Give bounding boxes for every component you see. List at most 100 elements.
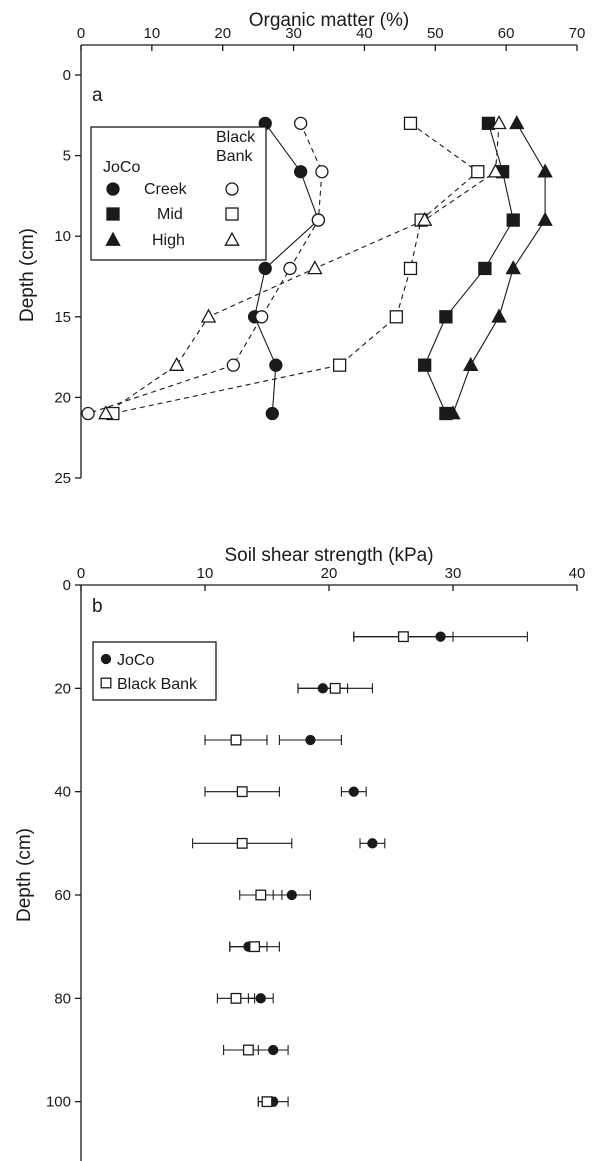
panel-b-x-tick-label: 40 <box>569 565 586 582</box>
data-point-black-bank <box>397 631 409 643</box>
data-point-joco-creek <box>265 406 279 421</box>
legend-marker-joco-mid <box>106 207 120 221</box>
panel-b-y-tick-label: 0 <box>63 577 71 594</box>
panel-a-legend-markers <box>105 182 240 246</box>
panel-a-x-tick-label: 40 <box>356 25 373 42</box>
panel-b-axes: 0 10 20 30 40 0 20 40 60 80 100 <box>46 565 585 1161</box>
data-point-black-bank-creek <box>283 261 297 276</box>
data-point-joco-mid <box>478 261 492 276</box>
data-point-joco-creek <box>294 165 308 179</box>
data-point-black-bank <box>236 837 248 849</box>
legend-label-creek: Creek <box>144 181 188 198</box>
panel-b-x-axis-title: Soil shear strength (kPa) <box>224 545 433 566</box>
panel-b-letter: b <box>92 596 103 617</box>
panel-b-shear-strength: Soil shear strength (kPa) Depth (cm) b 0… <box>14 545 585 1161</box>
panel-a-x-tick-label: 50 <box>427 25 444 42</box>
panel-b-x-tick-label: 10 <box>197 565 214 582</box>
data-point-joco-high <box>463 356 479 371</box>
panel-b-y-axis-title: Depth (cm) <box>14 828 35 922</box>
panel-a-y-tick-label: 25 <box>54 470 71 487</box>
legend-marker-black-bank-high <box>224 231 240 246</box>
data-point-black-bank-mid <box>389 310 403 324</box>
data-point-joco <box>348 786 359 797</box>
data-point-black-bank-mid <box>403 116 418 131</box>
legend-label-black-bank: Black Bank <box>117 676 198 693</box>
data-point-black-bank-high <box>491 115 507 130</box>
legend-label-mid: Mid <box>157 206 183 223</box>
panel-b-x-tick-label: 20 <box>321 565 338 582</box>
panel-b-legend: JoCo Black Bank <box>92 641 217 701</box>
panel-a-x-tick-label: 60 <box>498 25 515 42</box>
data-point-black-bank-high <box>168 356 185 371</box>
panel-b-y-tick-label: 20 <box>54 680 71 697</box>
panel-b-x-tick-label: 30 <box>445 565 462 582</box>
data-point-black-bank-creek <box>311 213 326 227</box>
data-point-joco-creek <box>258 261 272 276</box>
data-point-black-bank-mid <box>403 261 418 276</box>
data-point-joco-high <box>491 308 507 323</box>
legend-marker-black-bank <box>100 677 112 689</box>
data-point-black-bank-high <box>98 405 114 420</box>
data-point-black-bank-high <box>487 163 504 178</box>
legend-header-bank: Bank <box>216 148 253 165</box>
data-point-black-bank-high <box>200 308 217 323</box>
data-point-joco-high <box>505 260 521 275</box>
data-point-black-bank <box>230 992 242 1004</box>
data-point-black-bank-creek <box>315 165 329 179</box>
panel-b-legend-markers <box>100 653 112 689</box>
data-point-joco <box>317 683 328 694</box>
data-point-joco <box>435 631 446 642</box>
data-point-joco <box>286 889 297 901</box>
data-point-black-bank-mid <box>471 165 485 179</box>
data-point-black-bank-creek <box>81 406 95 421</box>
data-point-joco-mid <box>481 116 496 131</box>
data-point-black-bank-creek <box>255 310 269 324</box>
data-point-joco <box>367 838 378 849</box>
data-point-black-bank <box>249 941 261 953</box>
panel-a-legend: JoCo Black Bank Creek Mid High <box>90 126 267 261</box>
panel-a-organic-matter: Organic matter (%) Depth (cm) a 0 10 20 30 4… <box>17 10 585 487</box>
panel-a-y-tick-label: 5 <box>63 148 71 165</box>
panel-a-y-tick-label: 20 <box>54 389 71 406</box>
data-point-joco-high <box>445 405 461 420</box>
data-point-joco-high <box>537 211 553 226</box>
panel-a-y-tick-label: 0 <box>63 67 71 84</box>
legend-label-joco: JoCo <box>117 652 154 669</box>
panel-a-y-tick-label: 10 <box>54 228 71 245</box>
data-point-joco-high <box>509 115 525 130</box>
panel-a-x-tick-label: 70 <box>569 25 586 42</box>
data-point-black-bank <box>236 786 248 798</box>
data-point-black-bank-creek <box>294 116 308 131</box>
legend-header-black: Black <box>216 129 256 146</box>
panel-b-y-tick-label: 80 <box>54 990 71 1007</box>
data-point-black-bank <box>242 1044 254 1056</box>
panel-b-plot-area <box>192 631 528 1108</box>
data-point-black-bank-high <box>307 260 323 275</box>
data-point-black-bank <box>261 1096 273 1108</box>
legend-marker-joco-high <box>105 231 121 246</box>
legend-marker-black-bank-mid <box>225 207 239 221</box>
panel-a-x-tick-label: 0 <box>77 25 85 42</box>
data-point-black-bank-creek <box>226 358 240 372</box>
data-point-joco-mid <box>418 358 432 372</box>
data-point-black-bank <box>329 682 341 694</box>
data-point-black-bank-high <box>416 211 433 226</box>
data-point-black-bank <box>255 889 267 901</box>
panel-a-x-tick-label: 20 <box>214 25 231 42</box>
data-point-black-bank <box>230 734 242 746</box>
panel-a-y-tick-label: 15 <box>54 309 71 326</box>
panel-a-plot-area <box>81 115 553 421</box>
panel-a-y-axis-title: Depth (cm) <box>17 228 38 322</box>
panel-b-y-tick-label: 60 <box>54 887 71 904</box>
panel-b-legend-box <box>92 641 217 701</box>
legend-label-high: High <box>152 232 185 249</box>
data-point-joco-mid <box>506 213 520 227</box>
panel-a-x-axis-title: Organic matter (%) <box>249 10 409 31</box>
panel-b-y-tick-label: 40 <box>54 784 71 801</box>
data-point-joco-mid <box>439 310 453 324</box>
panel-a-x-tick-label: 30 <box>285 25 302 42</box>
panel-a-x-tick-label: 10 <box>144 25 161 42</box>
data-point-joco <box>268 1044 279 1056</box>
legend-marker-joco-creek <box>106 182 120 196</box>
